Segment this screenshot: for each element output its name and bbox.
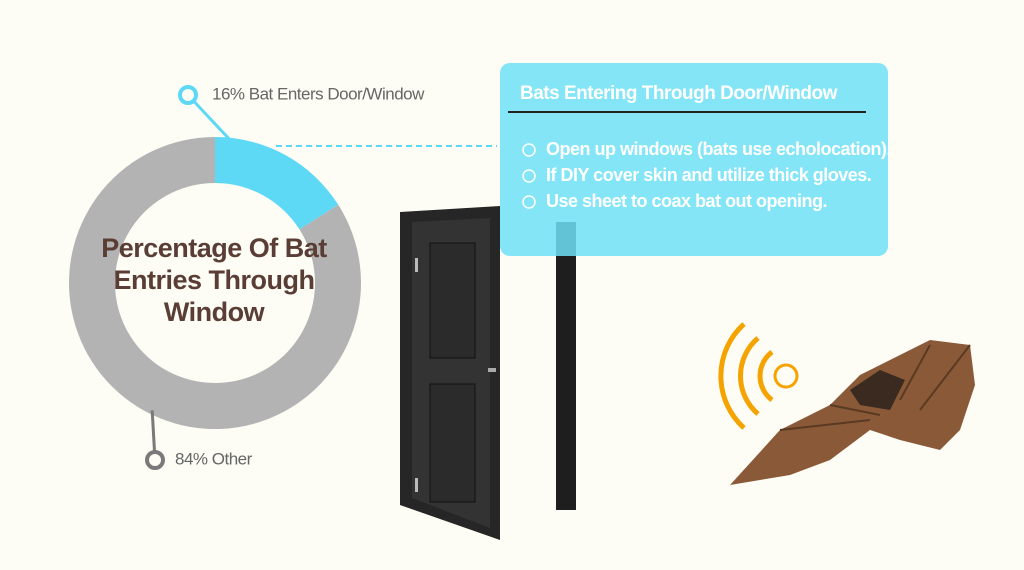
bullet xyxy=(522,195,536,209)
value-label: 16% Bat Enters Door/Window xyxy=(212,84,425,103)
info-title: Bats Entering Through Door/Window xyxy=(520,83,838,104)
sound-waves xyxy=(718,322,799,430)
label-marker xyxy=(178,85,198,105)
donut-segment xyxy=(69,137,362,429)
chart-title: Percentage Of Bat Entries Through Window xyxy=(101,233,327,327)
leader-line xyxy=(186,93,234,144)
label-marker xyxy=(145,450,165,470)
info-item: Use sheet to coax bat out opening. xyxy=(546,191,827,211)
bullet xyxy=(522,143,536,157)
info-item: If DIY cover skin and utilize thick glov… xyxy=(546,165,871,185)
bullet xyxy=(522,169,536,183)
info-item: Open up windows (bats use echolocation). xyxy=(546,139,891,159)
bat-illustration xyxy=(730,340,975,485)
door-illustration xyxy=(400,206,576,540)
value-label: 84% Other xyxy=(175,449,253,468)
donut-segment xyxy=(215,137,339,230)
